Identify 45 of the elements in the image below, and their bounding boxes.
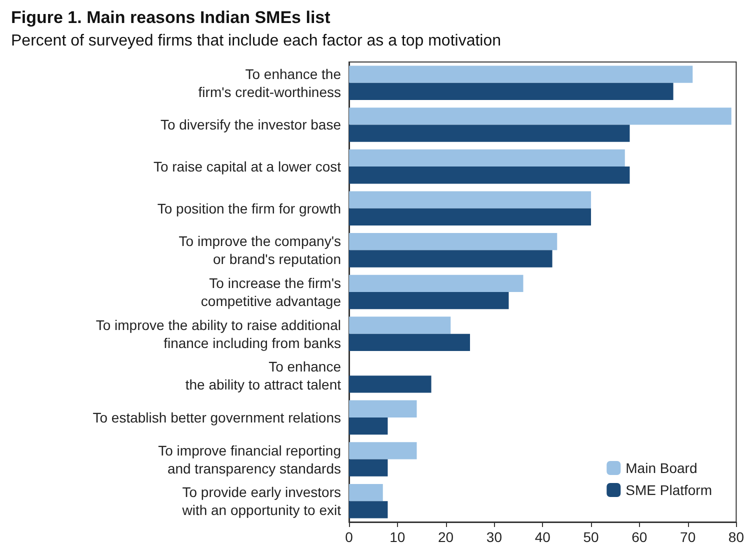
legend-label: Main Board	[626, 460, 698, 476]
x-tick-label: 40	[534, 529, 551, 545]
bar	[349, 334, 470, 351]
y-tick-label: To establish better government relations	[92, 409, 341, 426]
x-tick-label: 70	[680, 529, 696, 545]
x-tick-label: 80	[728, 529, 744, 545]
y-tick-label: To position the firm for growth	[157, 200, 341, 216]
x-tick-label: 30	[486, 529, 502, 545]
chart-subtitle: Percent of surveyed firms that include each factor as a top motivation	[11, 32, 502, 50]
bar	[349, 316, 451, 334]
bar	[349, 400, 417, 418]
bar	[349, 274, 524, 292]
x-tick-label: 10	[390, 529, 406, 545]
x-tick-label: 20	[438, 529, 454, 545]
y-tick-label: To provide early investors with an opportunity to exit	[181, 484, 342, 518]
bar	[349, 208, 592, 226]
bar	[349, 108, 732, 125]
bar	[349, 233, 558, 250]
bar	[349, 149, 625, 167]
bar	[349, 292, 509, 310]
text: Figure 1. Main reasons Indian SMEs list	[11, 8, 331, 27]
x-tick-label: 50	[583, 529, 600, 545]
bar	[349, 191, 592, 208]
y-tick-label: To improve the ability to raise additional finance including from banks	[96, 316, 341, 351]
x-tick-label: 0	[345, 529, 354, 545]
bar	[349, 124, 630, 142]
bar	[349, 459, 388, 476]
x-tick-label: 60	[632, 529, 648, 545]
bar	[349, 417, 388, 435]
bar	[349, 250, 552, 268]
bar	[349, 376, 432, 393]
bar	[349, 501, 388, 518]
y-tick-label: To raise capital at a lower cost	[153, 158, 342, 175]
bar	[349, 484, 383, 502]
legend-label: SME Platform	[626, 482, 712, 498]
y-tick-label: To enhance the ability to attract talent	[185, 358, 342, 393]
y-tick-label: To increase the firm's competitive advantage	[200, 275, 342, 309]
y-tick-label: To diversify the investor base	[160, 116, 342, 133]
bar	[349, 82, 674, 100]
bar	[349, 66, 693, 83]
bar	[349, 442, 417, 460]
bar	[349, 166, 630, 184]
y-tick-label: To improve the company's or brand's reputation	[178, 233, 341, 268]
y-tick-label: To improve financial reporting and transparency standards	[158, 442, 341, 476]
y-tick-label: To enhance the firm's credit-worthiness	[198, 66, 342, 100]
